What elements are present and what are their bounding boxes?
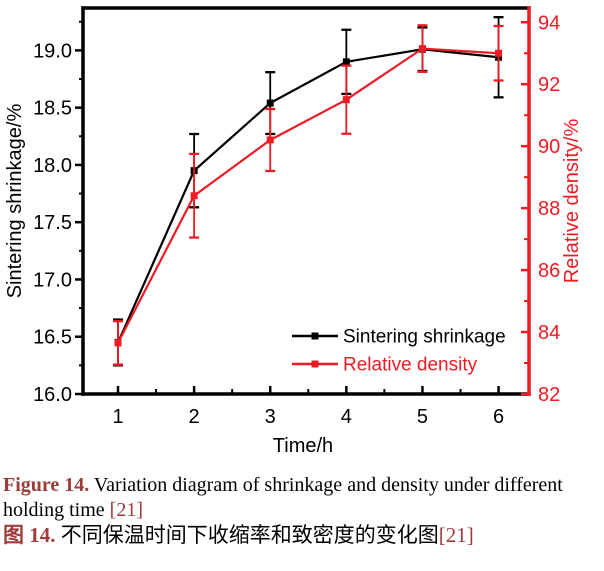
- data-point-marker: [266, 136, 274, 144]
- legend-marker: [311, 332, 319, 340]
- right-axis: 82 84 86 88 90 92 94 Relative density/%: [521, 12, 583, 406]
- x-tick-label: 3: [265, 406, 276, 428]
- caption-text-zh: 不同保温时间下收缩率和致密度的变化图: [55, 523, 439, 547]
- legend-entry-sintering-shrinkage: Sintering shrinkage: [292, 327, 506, 348]
- x-tick-label: 1: [112, 406, 123, 428]
- right-tick-label: 88: [538, 198, 560, 220]
- legend-label: Sintering shrinkage: [343, 327, 506, 348]
- legend-label: Relative density: [343, 355, 478, 376]
- caption-text: Variation diagram of shrinkage and densi…: [3, 474, 563, 521]
- figure-caption: Figure 14. Variation diagram of shrinkag…: [3, 473, 600, 548]
- right-tick-label: 86: [538, 260, 560, 282]
- right-tick-label: 84: [538, 322, 560, 344]
- legend-marker: [311, 360, 319, 368]
- citation-ref[interactable]: [21]: [109, 499, 143, 521]
- figure-number-label: Figure 14.: [3, 474, 90, 496]
- figure-number-label-zh: 图 14.: [3, 523, 56, 547]
- x-axis: 1 2 3 4 5 6 Time/h: [112, 386, 504, 457]
- dual-axis-line-chart: 16.0 16.5 17.0 17.5 18.0 18.5 19.0 Sintering sh…: [4, 6, 583, 457]
- series-line: [117, 48, 499, 343]
- data-point-marker: [190, 192, 198, 200]
- x-tick-label: 6: [493, 406, 504, 428]
- data-point-marker: [266, 99, 274, 107]
- legend-entry-relative-density: Relative density: [292, 355, 478, 376]
- right-axis-title: Relative density/%: [561, 119, 583, 284]
- series-sintering-shrinkage: [113, 16, 504, 367]
- right-tick-label: 94: [538, 12, 560, 34]
- left-tick-label: 18.0: [33, 155, 72, 177]
- left-tick-label: 17.5: [33, 212, 72, 234]
- data-point-marker: [495, 49, 503, 57]
- right-tick-label: 90: [538, 136, 560, 158]
- x-axis-title: Time/h: [273, 435, 333, 457]
- left-tick-label: 16.5: [33, 327, 72, 349]
- left-tick-label: 18.5: [33, 98, 72, 120]
- series-relative-density: [113, 24, 504, 366]
- x-tick-label: 2: [189, 406, 200, 428]
- left-tick-label: 19.0: [33, 40, 72, 62]
- citation-ref-zh[interactable]: [21]: [438, 523, 474, 547]
- left-axis: 16.0 16.5 17.0 17.5 18.0 18.5 19.0 Sintering sh…: [4, 20, 83, 406]
- x-tick-label: 5: [417, 406, 428, 428]
- series-line: [117, 47, 499, 344]
- right-tick-label: 82: [538, 384, 560, 406]
- left-tick-label: 16.0: [33, 384, 72, 406]
- data-point-marker: [114, 339, 122, 347]
- legend: Sintering shrinkage Relative density: [292, 327, 506, 376]
- caption-chinese: 图 14. 不同保温时间下收缩率和致密度的变化图[21]: [3, 523, 600, 548]
- left-tick-label: 17.0: [33, 269, 72, 291]
- left-axis-title: Sintering shrinkage/%: [4, 104, 26, 299]
- data-point-marker: [418, 45, 426, 53]
- data-point-marker: [342, 96, 350, 104]
- caption-english: Figure 14. Variation diagram of shrinkag…: [3, 473, 600, 523]
- right-tick-label: 92: [538, 74, 560, 96]
- data-point-marker: [342, 58, 350, 66]
- x-tick-label: 4: [341, 406, 352, 428]
